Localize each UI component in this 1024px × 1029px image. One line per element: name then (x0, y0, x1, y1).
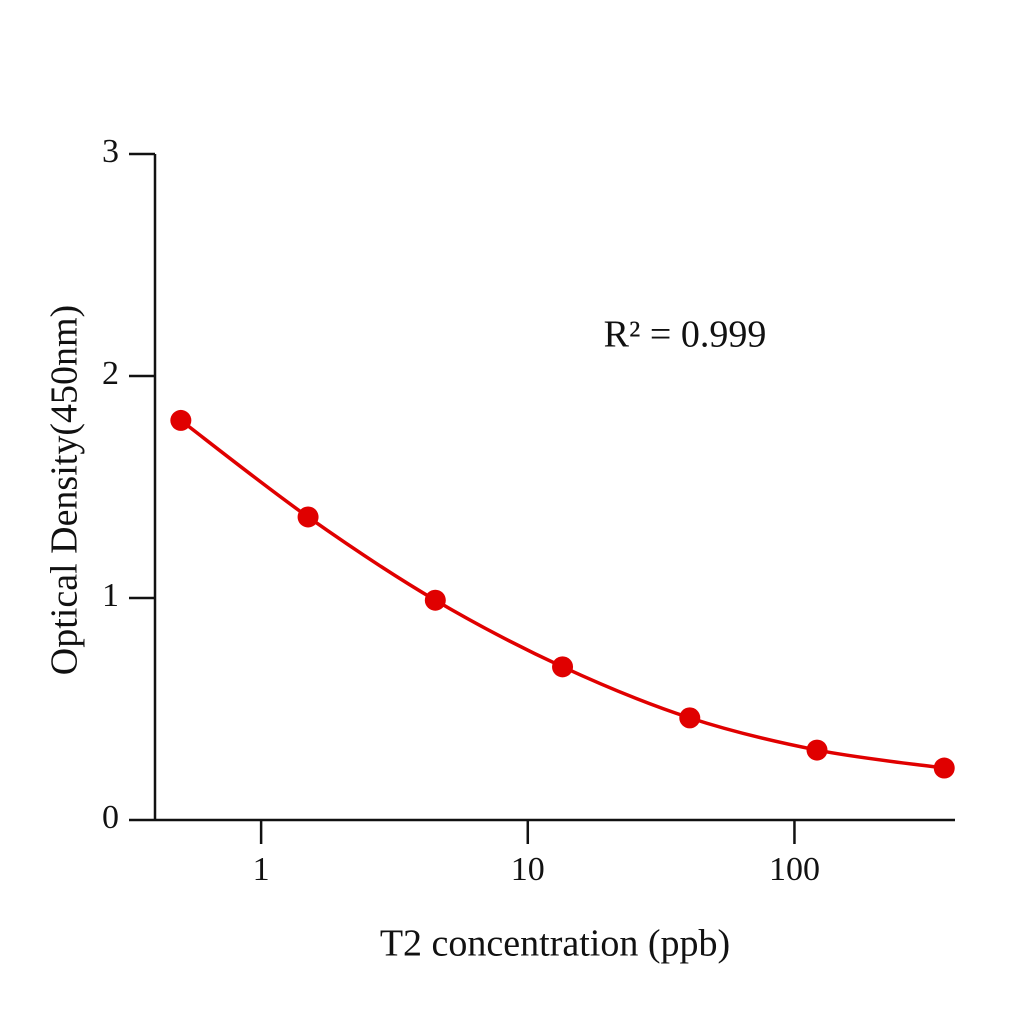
data-point (297, 506, 319, 528)
y-axis-title: Optical Density(450nm) (44, 305, 86, 675)
data-point (424, 589, 446, 611)
y-tick-label: 3 (102, 133, 119, 170)
y-tick-label: 1 (102, 577, 119, 614)
x-tick-label: 10 (511, 851, 545, 888)
data-point (170, 409, 192, 431)
x-tick-label: 1 (253, 851, 270, 888)
data-point (552, 656, 574, 678)
y-tick-label: 0 (102, 799, 119, 836)
data-point (933, 757, 955, 779)
data-point (806, 739, 828, 761)
x-axis-title: T2 concentration (ppb) (380, 923, 730, 965)
x-tick-label: 100 (769, 851, 820, 888)
annotation: R² = 0.999 (604, 314, 767, 356)
fit-curve (179, 419, 945, 770)
data-point (679, 707, 701, 729)
y-tick-label: 2 (102, 355, 119, 392)
